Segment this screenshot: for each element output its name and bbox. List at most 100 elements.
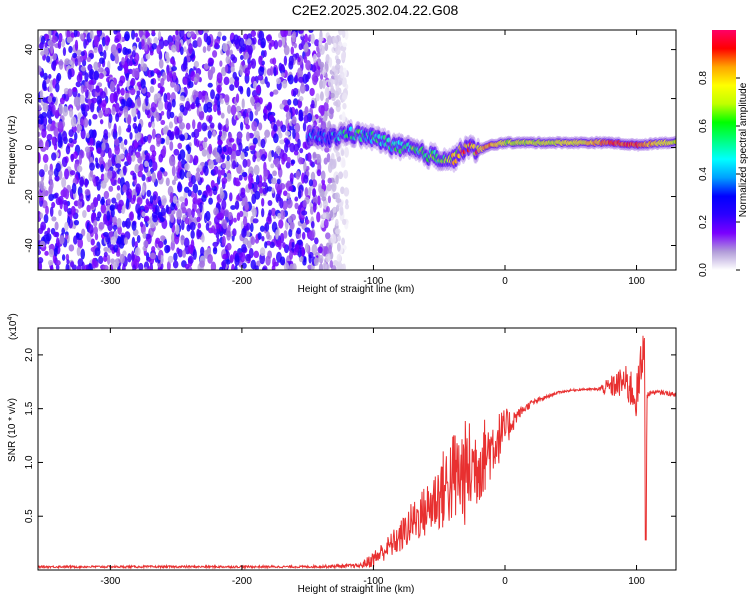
spectrogram-cell	[186, 31, 192, 38]
spectrogram-cell	[269, 91, 274, 97]
spectrogram-cell	[137, 156, 143, 164]
spectrogram-cell	[149, 86, 155, 93]
spectrogram-cell	[308, 30, 314, 34]
spectrogram-cell	[42, 102, 49, 112]
spectrogram-cell	[68, 107, 74, 118]
x-tick-label: 100	[628, 276, 645, 287]
spectrogram-cell	[156, 44, 161, 55]
spectrogram-cell	[201, 234, 205, 243]
spectrogram-cell	[330, 85, 334, 94]
spectrogram-cell	[278, 132, 283, 139]
spectrogram-cell	[263, 112, 267, 122]
spectrogram-cell	[157, 240, 164, 249]
spectrogram-cell	[220, 99, 224, 105]
spectrogram-cell	[297, 67, 303, 79]
spectrogram-cell	[176, 247, 180, 255]
spectrogram-cell	[135, 183, 142, 194]
spectrogram-cell	[98, 72, 104, 79]
spectrogram-cell	[207, 253, 213, 264]
spectrogram-cell	[201, 90, 206, 97]
spectrogram-cell	[221, 235, 226, 247]
spectrogram-cell	[234, 79, 240, 89]
spectrogram-cell	[106, 170, 113, 180]
spectrogram-cell	[305, 165, 310, 171]
spectrogram-cell	[291, 116, 297, 125]
spectrogram-cell	[255, 85, 261, 94]
spectrogram-cell	[84, 188, 91, 196]
spectrogram-cell	[134, 84, 138, 93]
spectrogram-cell	[309, 206, 314, 215]
spectrogram-cell	[312, 152, 317, 159]
spectrogram-cell	[64, 189, 70, 200]
spectrogram-cell	[51, 152, 57, 161]
spectrogram-cell	[38, 249, 42, 256]
spectrogram-cell	[178, 134, 185, 141]
spectrogram-cell	[116, 217, 122, 228]
spectrogram-cell	[156, 170, 163, 181]
spectrogram-cell	[148, 121, 152, 128]
spectrogram-cell	[221, 130, 227, 139]
spectrogram-cell	[152, 194, 157, 201]
spectrogram-cell	[149, 252, 156, 260]
spectrogram-cell	[187, 255, 194, 264]
spectrogram-cell	[137, 214, 141, 221]
spectrogram-cell	[238, 174, 243, 181]
spectrogram-cell	[220, 168, 226, 176]
spectrogram-cell	[220, 112, 225, 119]
spectrogram-cell	[43, 213, 49, 224]
spectrogram-cell	[326, 35, 333, 46]
spectrogram-cell	[76, 165, 83, 173]
spectrogram-cell	[144, 204, 150, 211]
spectrogram-cell	[134, 163, 140, 174]
spectrogram-cell	[318, 263, 324, 270]
spectrogram-cell	[144, 42, 148, 52]
spectrogram-cell	[149, 222, 156, 229]
spectrogram-cell	[95, 85, 100, 93]
spectrogram-cell	[55, 260, 61, 266]
spectrogram-cell	[58, 209, 62, 217]
spectrogram-cell	[268, 114, 275, 122]
spectrogram-cell	[172, 260, 179, 269]
spectrogram-cell	[221, 154, 226, 160]
spectrogram-cell	[318, 254, 324, 264]
spectrogram-cell	[88, 79, 94, 85]
spectrogram-cell	[235, 105, 242, 113]
spectrogram-cell	[198, 110, 205, 121]
spectrogram-cell	[164, 244, 170, 254]
x-tick-label: -100	[363, 576, 383, 587]
spectrogram-cell	[255, 174, 260, 185]
spectrogram-cell	[276, 77, 281, 85]
spectrogram-cell	[305, 59, 312, 71]
spectrogram-cell	[206, 185, 212, 193]
spectrogram-cell	[142, 231, 147, 239]
spectrogram-cell	[76, 49, 82, 56]
spectrogram-cell	[114, 102, 120, 113]
spectrogram-cell	[158, 153, 164, 163]
spectrogram-cell	[125, 152, 131, 162]
spectrogram-cell	[284, 138, 290, 145]
spectrogram-cell	[333, 101, 339, 106]
spectrogram-cell	[77, 124, 82, 132]
spectrogram-cell	[272, 257, 276, 268]
spectrogram-cell	[55, 162, 61, 173]
x-tick-label: -300	[100, 276, 120, 287]
spectrogram-cell	[38, 169, 45, 178]
spectrogram-cell	[310, 220, 315, 229]
spectrogram-cell	[282, 242, 286, 249]
spectrogram-cell	[132, 50, 136, 58]
spectrogram-cell	[283, 45, 290, 56]
spectrogram-cell	[184, 197, 189, 207]
spectrogram-cell	[165, 204, 169, 214]
spectrogram-cell	[45, 205, 49, 215]
spectrogram-cell	[281, 99, 288, 106]
spectrogram-cell	[197, 222, 202, 229]
spectrogram-cell	[235, 93, 240, 103]
spectrogram-cell	[298, 96, 304, 102]
spectrogram-cell	[114, 38, 120, 44]
spectrogram-cell	[66, 36, 72, 44]
spectrogram-cell	[184, 100, 191, 111]
spectrogram-cell	[229, 254, 234, 263]
spectrogram-cell	[320, 220, 326, 229]
spectrogram-cell	[229, 77, 235, 85]
spectrogram-cell	[86, 132, 90, 139]
